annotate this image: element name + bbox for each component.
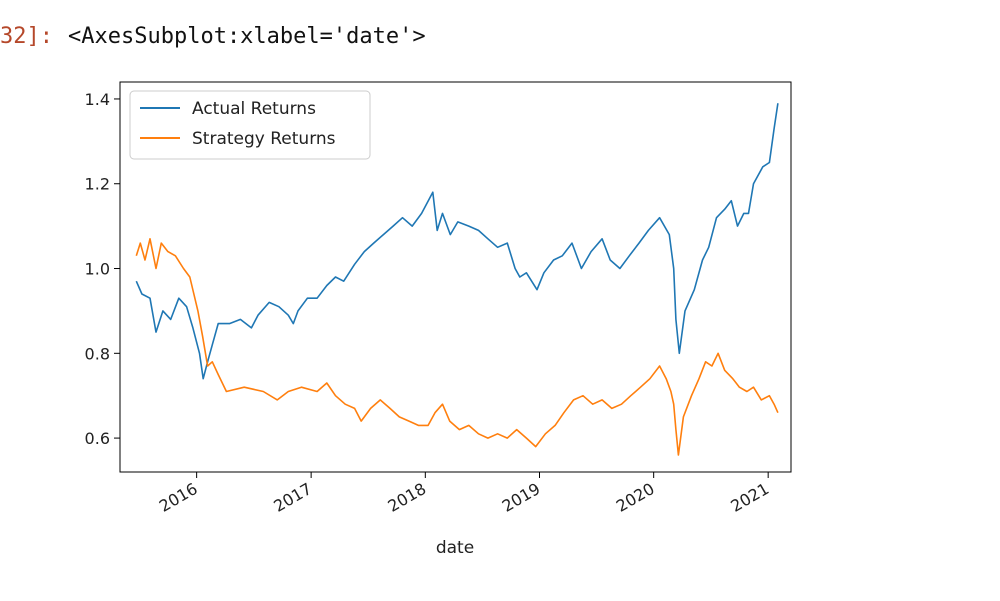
plot-area-frame — [119, 81, 792, 473]
cell-output-repr: <AxesSubplot:xlabel='date'> — [68, 24, 426, 49]
x-tick-label: 2019 — [499, 479, 544, 516]
x-tick-label: 2020 — [613, 479, 658, 516]
y-tick-label: 0.8 — [85, 344, 110, 363]
legend-label: Actual Returns — [192, 99, 316, 119]
legend: Actual Returns Strategy Returns — [129, 90, 371, 160]
y-tick-label: 1.0 — [85, 260, 110, 279]
y-tick-label: 1.4 — [85, 90, 110, 109]
cell-prompt: 32]: — [0, 24, 53, 49]
x-axis-title: date — [436, 538, 474, 558]
y-axis: 0.6 0.8 1.0 1.2 1.4 — [85, 90, 120, 448]
y-tick-label: 1.2 — [85, 175, 110, 194]
series-layer — [135, 103, 779, 456]
y-tick-label: 0.6 — [85, 429, 110, 448]
series-line-actual-returns — [135, 103, 779, 380]
series-line-strategy-returns — [135, 238, 779, 456]
legend-label: Strategy Returns — [192, 129, 336, 149]
x-tick-label: 2017 — [270, 479, 315, 516]
x-tick-label: 2016 — [156, 479, 201, 516]
x-tick-label: 2021 — [727, 479, 772, 516]
x-tick-label: 2018 — [385, 479, 430, 516]
x-axis: 2016 2017 2018 2019 2020 2021 — [156, 472, 772, 516]
legend-box — [129, 90, 371, 160]
